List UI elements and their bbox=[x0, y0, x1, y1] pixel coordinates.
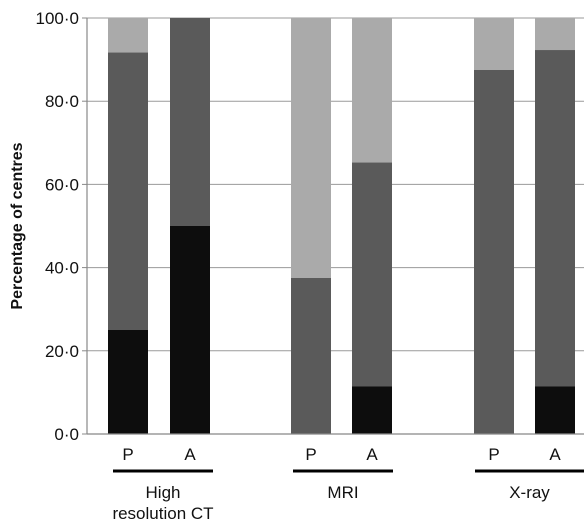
bar-segment bbox=[108, 18, 148, 53]
bar-segment bbox=[474, 18, 514, 70]
x-category-label: A bbox=[184, 445, 196, 464]
group-label: X-ray bbox=[509, 483, 550, 502]
x-category-label: A bbox=[549, 445, 561, 464]
x-category-label: P bbox=[305, 445, 316, 464]
bar-segment bbox=[352, 18, 392, 163]
bar-segment bbox=[535, 18, 575, 51]
y-tick-label: 20·0 bbox=[45, 342, 79, 361]
bars bbox=[108, 18, 575, 434]
bar-segment bbox=[291, 278, 331, 434]
group-label: MRI bbox=[327, 483, 358, 502]
bar-segment bbox=[291, 18, 331, 278]
y-tick-label: 100·0 bbox=[36, 9, 79, 28]
group-label: resolution CT bbox=[112, 504, 213, 522]
y-tick-label: 80·0 bbox=[45, 92, 79, 111]
y-axis-title: Percentage of centres bbox=[9, 142, 26, 309]
group-label: High bbox=[146, 483, 181, 502]
bar-segment bbox=[170, 226, 210, 434]
y-tick-labels: 0·0 20·0 40·0 60·0 80·0 100·0 bbox=[36, 9, 87, 444]
y-tick-label: 0·0 bbox=[54, 425, 79, 444]
bar-segment bbox=[108, 330, 148, 434]
bar-segment bbox=[535, 386, 575, 434]
bar-segment bbox=[535, 50, 575, 387]
bar-segment bbox=[352, 162, 392, 387]
y-tick-label: 60·0 bbox=[45, 175, 79, 194]
y-tick-label: 40·0 bbox=[45, 259, 79, 278]
bar-segment bbox=[474, 70, 514, 434]
bar-segment bbox=[170, 18, 210, 226]
bar-segment bbox=[108, 52, 148, 330]
x-category-label: P bbox=[122, 445, 133, 464]
x-category-label: P bbox=[488, 445, 499, 464]
bar-segment bbox=[352, 386, 392, 434]
x-category-label: A bbox=[366, 445, 378, 464]
